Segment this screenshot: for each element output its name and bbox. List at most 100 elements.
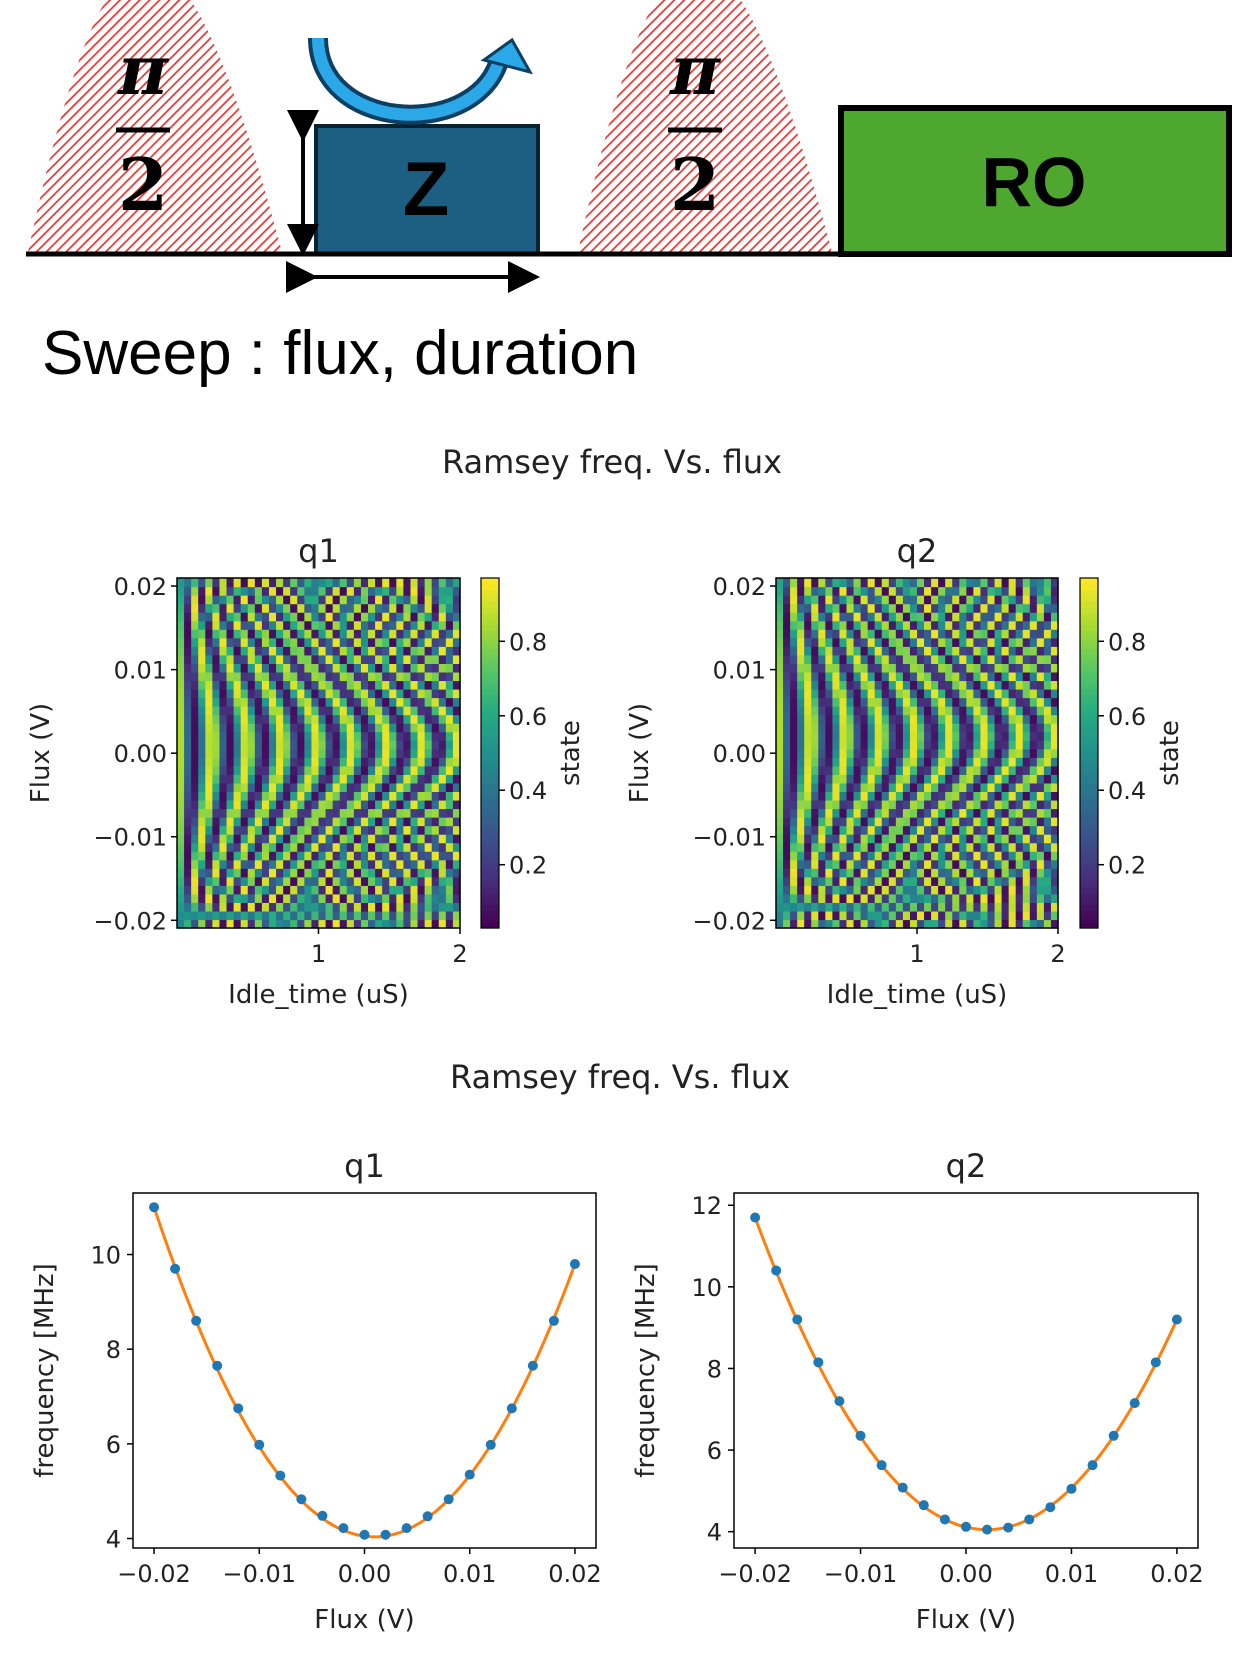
heatmap-cell — [909, 902, 918, 912]
heatmap-cell — [832, 893, 841, 903]
heatmap-cell — [368, 654, 376, 664]
heatmap-cell — [290, 731, 298, 741]
heatmap-cell — [417, 825, 426, 835]
heatmap-cell — [832, 834, 841, 844]
heatmap-cell — [339, 757, 348, 767]
heatmap-cell — [811, 910, 819, 921]
heatmap-cell — [297, 817, 305, 827]
heatmap-cell — [987, 654, 996, 664]
heatmap-cell — [212, 842, 221, 852]
heatmap-cell — [226, 637, 235, 647]
heatmap-cell — [360, 851, 369, 861]
heatmap-cell — [403, 799, 412, 810]
heatmap-cell — [952, 902, 960, 912]
heatmap-cell — [924, 706, 932, 716]
heatmap-cell — [804, 620, 812, 630]
heatmap-cell — [1029, 791, 1038, 801]
heatmap-cell — [375, 629, 383, 639]
heatmap-cell — [268, 637, 277, 647]
colorbar-segment — [481, 904, 499, 912]
heatmap-cell — [353, 919, 362, 929]
heatmap-cell — [332, 808, 341, 818]
heatmap-cell — [191, 603, 199, 613]
heatmap-cell — [191, 671, 199, 682]
heatmap-cell — [987, 817, 996, 827]
heatmap-cell — [410, 799, 419, 810]
heatmap-cell — [318, 817, 327, 827]
heatmap-cell — [283, 919, 291, 929]
heatmap-cell — [776, 671, 784, 682]
heatmap-cell — [917, 723, 925, 733]
heatmap-cell — [867, 825, 876, 835]
heatmap-cell — [888, 697, 897, 707]
heatmap-cell — [1008, 654, 1017, 664]
heatmap-cell — [1036, 578, 1045, 588]
heatmap-cell — [867, 714, 876, 724]
heatmap-cell — [980, 740, 989, 750]
heatmap-cell — [811, 851, 819, 861]
heatmap-cell — [881, 697, 890, 707]
colorbar-segment — [1080, 589, 1098, 597]
heatmap-cell — [184, 808, 192, 818]
heatmap-cell — [283, 851, 291, 861]
heatmap-cell — [973, 791, 982, 801]
heatmap-cell — [853, 791, 862, 801]
heatmap-cell — [952, 782, 960, 793]
heatmap-cell — [867, 774, 876, 784]
heatmap-cell — [389, 680, 397, 690]
heatmap-cell — [396, 765, 404, 775]
heatmap-cell — [410, 637, 419, 647]
heatmap-cell — [860, 663, 869, 673]
heatmap-cell — [191, 740, 199, 750]
heatmap-cell — [332, 663, 341, 673]
heatmap-cell — [1050, 859, 1059, 869]
heatmap-cell — [853, 910, 862, 921]
heatmap-cell — [846, 902, 855, 912]
heatmap-cell — [853, 714, 862, 724]
heatmap-cell — [839, 748, 848, 758]
heatmap-cell — [382, 851, 390, 861]
heatmap-cell — [1001, 714, 1010, 724]
heatmap-cell — [867, 654, 876, 664]
heatmap-cell — [797, 620, 805, 630]
colorbar-segment — [481, 910, 499, 917]
heatmap-cell — [825, 842, 833, 852]
heatmap-cell — [375, 731, 383, 741]
heatmap-cell — [1008, 842, 1017, 852]
heatmap-cell — [1036, 748, 1045, 758]
heatmap-cell — [846, 688, 855, 699]
heatmap-cell — [177, 663, 185, 673]
heatmap-cell — [804, 765, 812, 775]
data-point — [961, 1521, 971, 1532]
heatmap-cell — [909, 578, 918, 588]
heatmap-cell — [924, 646, 932, 656]
heatmap-cell — [790, 902, 798, 912]
heatmap-cell — [304, 885, 313, 895]
heatmap-title-q2: q2 — [897, 532, 938, 570]
colorbar-segment — [1080, 706, 1098, 713]
heatmap-cell — [445, 629, 454, 639]
heatmap-cell — [783, 876, 791, 886]
heatmap-cell — [902, 910, 911, 921]
heatmap-cell — [938, 612, 946, 622]
heatmap-cell — [874, 646, 883, 656]
heatmap-cell — [339, 586, 348, 596]
heatmap-cell — [1001, 578, 1010, 588]
heatmap-cell — [297, 765, 305, 775]
heatmap-cell — [790, 671, 798, 682]
heatmap-cell — [917, 603, 925, 613]
heatmap-cell — [1043, 680, 1052, 690]
heatmap-cell — [1029, 654, 1038, 664]
heatmap-cell — [973, 595, 982, 605]
pulse1-denominator: 2 — [118, 142, 168, 227]
heatmap-cell — [853, 859, 862, 869]
colorbar-tick-label: 0.8 — [1108, 628, 1146, 656]
heatmap-cell — [304, 851, 313, 861]
heatmap-cell — [959, 740, 967, 750]
data-point — [422, 1511, 433, 1522]
heatmap-cell — [952, 688, 960, 699]
heatmap-cell — [881, 817, 890, 827]
heatmap-cell — [438, 646, 447, 656]
heatmap-cell — [417, 893, 426, 903]
heatmap-cell — [445, 731, 454, 741]
